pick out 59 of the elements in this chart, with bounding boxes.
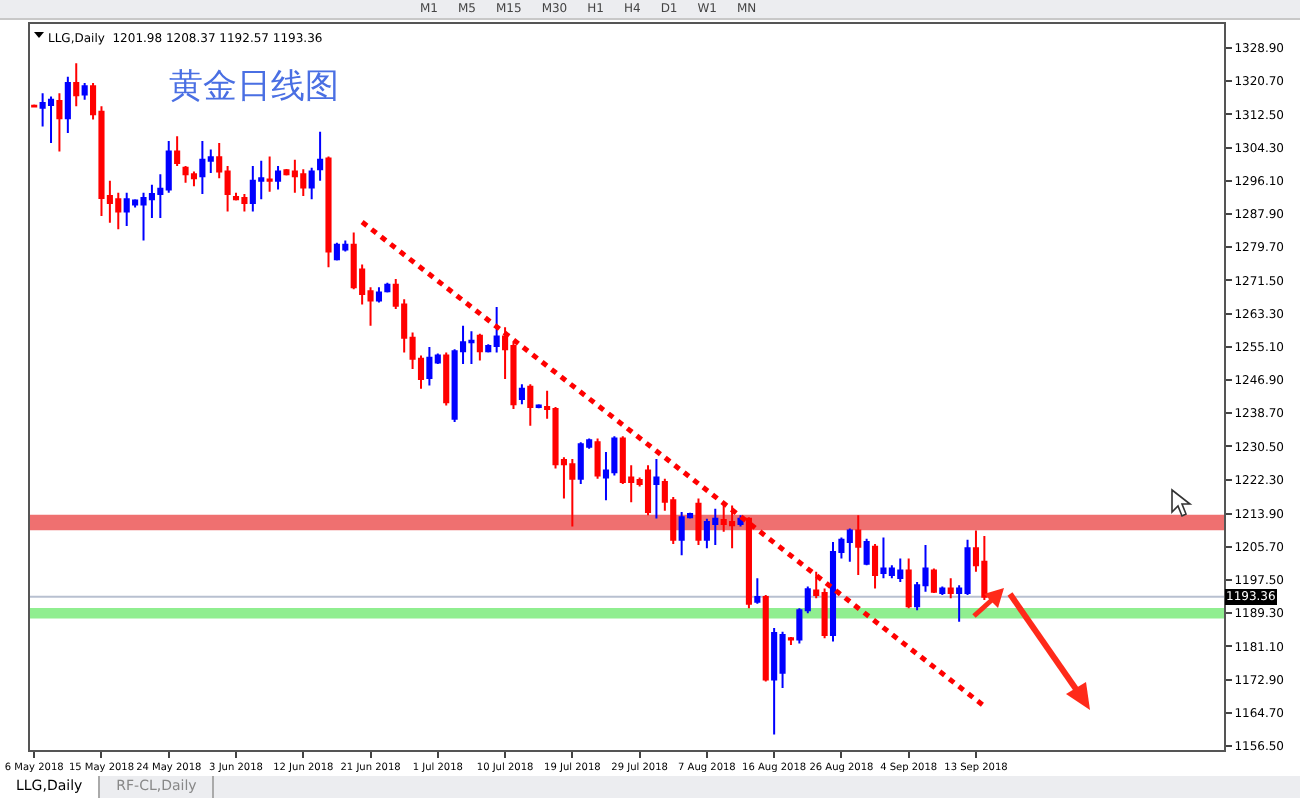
candlestick bbox=[829, 540, 837, 643]
candlestick bbox=[939, 585, 946, 596]
candlestick bbox=[174, 135, 181, 168]
candlestick bbox=[317, 130, 324, 182]
candlestick bbox=[56, 92, 63, 153]
candlestick bbox=[863, 537, 870, 567]
candlestick bbox=[846, 527, 853, 563]
candlestick bbox=[729, 504, 736, 550]
candlestick bbox=[426, 346, 433, 387]
candlestick bbox=[64, 75, 71, 134]
candlestick bbox=[787, 636, 795, 647]
candlestick bbox=[47, 95, 55, 145]
candlestick bbox=[73, 62, 80, 108]
candlestick bbox=[703, 517, 710, 550]
candlestick bbox=[518, 383, 525, 406]
candlestick bbox=[493, 306, 500, 354]
candlestick bbox=[333, 241, 340, 262]
candlestick bbox=[644, 464, 652, 517]
candlestick bbox=[947, 577, 954, 600]
candlestick bbox=[291, 158, 298, 194]
candlestick bbox=[468, 330, 475, 366]
candlestick bbox=[476, 332, 483, 362]
candlestick bbox=[342, 239, 349, 253]
candlestick bbox=[771, 627, 778, 736]
candlestick bbox=[249, 165, 256, 213]
candlestick bbox=[123, 191, 130, 228]
candlestick bbox=[594, 437, 601, 480]
text: 黄金日线图 bbox=[169, 67, 339, 108]
candlestick bbox=[527, 383, 534, 427]
candlestick bbox=[569, 457, 576, 528]
candlestick bbox=[653, 457, 660, 520]
candlestick bbox=[871, 542, 879, 590]
candlestick bbox=[855, 514, 862, 577]
candlestick bbox=[325, 155, 332, 269]
candlestick bbox=[535, 403, 542, 410]
candlestick bbox=[266, 155, 273, 193]
candlestick bbox=[897, 557, 904, 583]
candlestick bbox=[81, 82, 88, 101]
candlestick bbox=[577, 441, 584, 485]
candlestick bbox=[140, 191, 147, 242]
candlestick bbox=[745, 516, 752, 610]
candlestick bbox=[274, 165, 282, 191]
candlestick bbox=[930, 567, 937, 594]
candlestick bbox=[754, 577, 761, 605]
candlestick bbox=[981, 534, 988, 601]
candlestick bbox=[182, 165, 189, 184]
candlestick bbox=[905, 557, 912, 610]
candlestick bbox=[199, 140, 206, 196]
candlestick bbox=[308, 166, 315, 201]
candlestick bbox=[300, 168, 307, 198]
candlestick bbox=[241, 193, 248, 213]
candlestick bbox=[443, 351, 450, 407]
candlestick bbox=[375, 286, 383, 304]
candlestick bbox=[190, 170, 198, 188]
candlestick bbox=[695, 497, 702, 547]
candlestick bbox=[880, 536, 887, 580]
candlestick bbox=[712, 507, 719, 547]
candlestick bbox=[762, 593, 769, 683]
candlestick bbox=[678, 510, 685, 557]
